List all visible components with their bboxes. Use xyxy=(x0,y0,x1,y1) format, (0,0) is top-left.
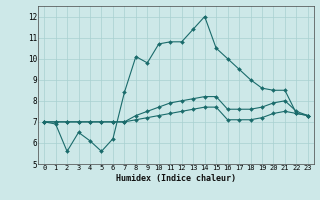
X-axis label: Humidex (Indice chaleur): Humidex (Indice chaleur) xyxy=(116,174,236,183)
